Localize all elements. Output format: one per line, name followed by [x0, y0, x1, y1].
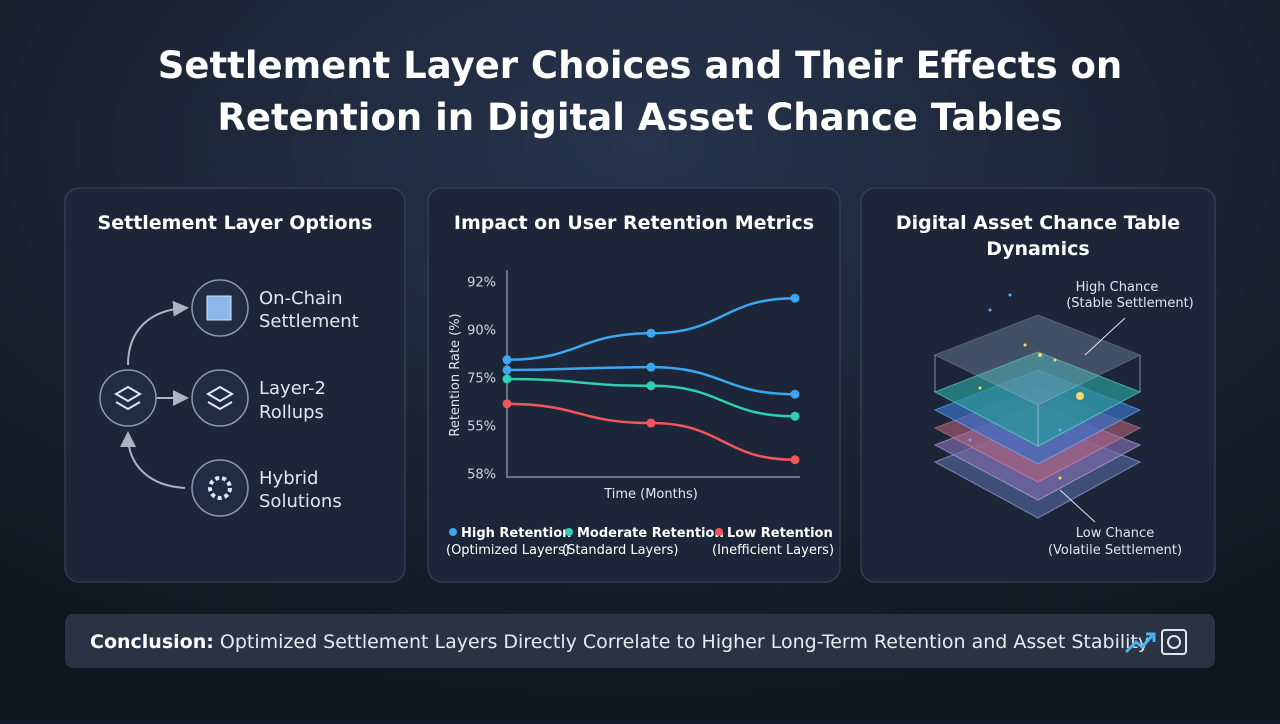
data-point [646, 381, 656, 391]
data-point [646, 328, 656, 338]
conclusion-label: Conclusion: [90, 631, 214, 653]
legend-label: Low Retention [727, 526, 833, 541]
data-point [502, 355, 512, 365]
data-point [502, 365, 512, 375]
y-tick-label: 58% [467, 468, 496, 483]
data-point [502, 399, 512, 409]
conclusion: Conclusion: Optimized Settlement Layers … [90, 631, 1149, 653]
data-point [646, 362, 656, 372]
title-line: Settlement Layer Choices and Their Effec… [158, 44, 1123, 87]
legend-note: (Standard Layers) [562, 543, 678, 558]
layer-label: (Stable Settlement) [1066, 296, 1194, 311]
panel-title: Dynamics [986, 238, 1089, 260]
data-point [790, 293, 800, 303]
layer-label: Low Chance [1076, 526, 1154, 541]
y-tick-label: 55% [467, 420, 496, 435]
layer-label: (Volatile Settlement) [1048, 543, 1182, 558]
option-label: Hybrid [259, 468, 318, 489]
conclusion-text: Optimized Settlement Layers Directly Cor… [220, 631, 1149, 653]
legend-swatch [565, 528, 573, 536]
conclusion-icons [1124, 629, 1187, 655]
data-point [790, 455, 800, 465]
legend-label: Moderate Retention [577, 526, 724, 541]
y-axis-label: Retention Rate (%) [448, 313, 463, 436]
option-label: Layer-2 [259, 378, 326, 399]
option-label: On-Chain [259, 288, 343, 309]
y-tick-label: 75% [467, 372, 496, 387]
legend-swatch [715, 528, 723, 536]
legend-label: High Retention [461, 526, 571, 541]
panel-title: Settlement Layer Options [98, 212, 373, 234]
data-point [502, 374, 512, 384]
legend-note: (Optimized Layers) [446, 543, 570, 558]
layer-stack [933, 293, 1142, 523]
icons [114, 295, 234, 500]
conclusion-box [65, 614, 1215, 668]
title-line: Retention in Digital Asset Chance Tables [217, 96, 1062, 139]
option-label: Solutions [259, 491, 342, 512]
chart-title: Impact on User Retention Metrics [454, 212, 814, 234]
y-tick-label: 92% [467, 276, 496, 291]
legend-note: (Inefficient Layers) [712, 543, 834, 558]
x-axis-label: Time (Months) [603, 487, 698, 502]
data-point [790, 411, 800, 421]
connectors [120, 300, 189, 489]
layer-label: High Chance [1076, 280, 1159, 295]
chart: 92% 90% 75% 55% 58% High Retention (Optimized … [446, 276, 834, 559]
data-point [790, 389, 800, 399]
y-tick-label: 90% [467, 324, 496, 339]
option-label: Settlement [259, 311, 359, 332]
option-label: Rollups [259, 402, 324, 423]
data-point [646, 418, 656, 428]
axes [506, 270, 800, 478]
panel-title: Digital Asset Chance Table [896, 212, 1180, 234]
legend-swatch [449, 528, 457, 536]
